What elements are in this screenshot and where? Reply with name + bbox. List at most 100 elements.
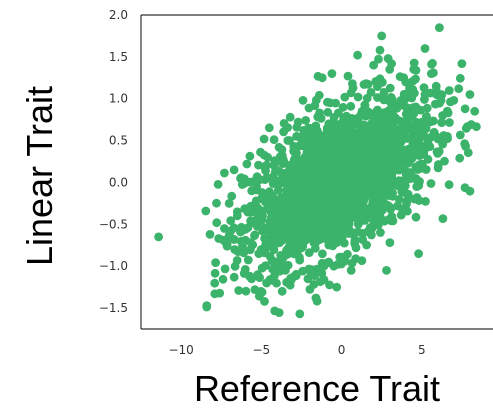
data-point (319, 261, 329, 271)
data-point (466, 120, 476, 129)
data-point (394, 124, 404, 134)
data-point (274, 142, 284, 152)
data-point (359, 80, 369, 89)
data-point (237, 222, 246, 232)
x-tick-label: −10 (168, 343, 193, 357)
data-point (350, 236, 360, 246)
data-point (409, 58, 419, 68)
y-tick-label: 2.0 (109, 8, 128, 22)
data-point (348, 79, 357, 89)
data-point (229, 223, 239, 233)
data-point (257, 263, 267, 273)
data-point (291, 174, 301, 184)
data-point (332, 238, 342, 248)
data-point (394, 178, 404, 188)
data-point (411, 74, 420, 84)
data-point (311, 125, 321, 134)
data-point (350, 196, 360, 206)
data-point (360, 216, 370, 225)
data-point (277, 286, 287, 296)
data-point (269, 135, 279, 145)
data-point (354, 130, 364, 139)
data-point (366, 123, 375, 133)
data-point (327, 211, 337, 221)
data-point (230, 262, 240, 271)
data-point (265, 275, 275, 284)
data-point (385, 65, 395, 74)
data-point (346, 101, 356, 111)
data-point (230, 245, 240, 254)
data-point (327, 69, 337, 78)
data-point (417, 117, 427, 127)
data-point (427, 69, 436, 78)
data-point (212, 218, 222, 228)
data-point (247, 186, 257, 196)
x-tick-label: 0 (338, 343, 346, 357)
data-point (401, 77, 411, 87)
x-tick-label: 5 (418, 343, 426, 357)
data-point (433, 134, 443, 144)
data-point (373, 180, 383, 190)
data-point (455, 153, 465, 163)
data-point (353, 92, 363, 102)
data-point (329, 202, 339, 212)
y-tick-label: 0.0 (109, 175, 128, 189)
data-point (250, 285, 260, 294)
data-point (333, 168, 343, 178)
data-point (369, 135, 379, 145)
y-tick-label: 1.0 (109, 92, 128, 106)
x-tick-label: −5 (252, 343, 270, 357)
data-point (341, 205, 350, 215)
data-point (243, 255, 253, 265)
data-point (253, 270, 262, 280)
data-point (461, 142, 470, 151)
data-point (378, 188, 388, 197)
data-point (210, 268, 220, 278)
data-point (298, 266, 308, 276)
data-point (412, 193, 422, 202)
data-point (423, 154, 433, 164)
data-point (293, 208, 302, 217)
data-point (310, 271, 319, 281)
data-point (239, 269, 249, 278)
data-point (437, 118, 447, 127)
data-point (369, 60, 378, 70)
data-point (205, 230, 215, 239)
data-point (326, 169, 335, 179)
data-point (386, 216, 396, 226)
data-point (403, 189, 413, 199)
data-point (310, 192, 320, 202)
data-point (211, 258, 221, 267)
data-point (333, 145, 342, 155)
data-point (224, 231, 234, 240)
data-point (362, 204, 372, 214)
data-point (212, 198, 221, 208)
data-point (318, 185, 328, 195)
data-point (419, 83, 429, 92)
plot-area (154, 23, 481, 319)
y-tick-label: 1.5 (109, 50, 128, 64)
data-point (406, 86, 416, 95)
data-point (297, 214, 307, 223)
data-point (347, 258, 357, 268)
data-point (308, 141, 318, 151)
data-point (350, 151, 359, 161)
data-point (387, 174, 397, 184)
data-point (423, 136, 433, 146)
data-point (334, 153, 344, 163)
data-point (321, 132, 330, 141)
data-point (273, 185, 283, 195)
data-point (281, 266, 290, 275)
x-tick-labels: −10−50510 (168, 343, 426, 357)
data-point (454, 84, 464, 94)
data-point (427, 59, 436, 69)
data-point (374, 54, 383, 64)
data-point (251, 196, 261, 206)
data-point (248, 240, 258, 250)
data-point (346, 125, 355, 134)
data-point (449, 96, 459, 105)
data-point (325, 177, 335, 187)
data-point (390, 137, 399, 147)
data-point (359, 120, 369, 130)
data-point (346, 266, 356, 275)
